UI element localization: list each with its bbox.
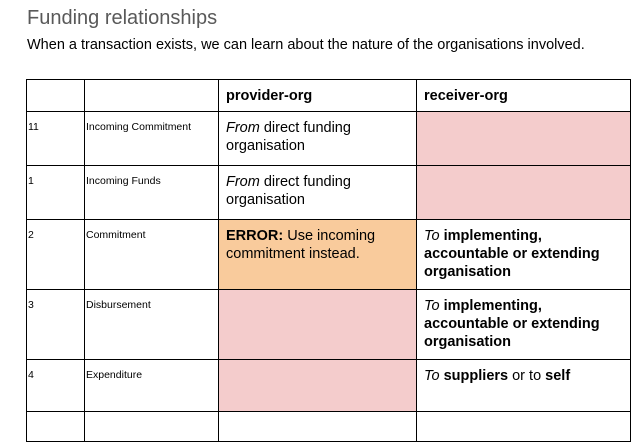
provider-note: From direct funding organisation [226,120,351,154]
provider-cell: From direct funding organisation [218,111,417,166]
receiver-cell-empty [416,111,631,166]
receiver-cell: To implementing, accountable or extendin… [416,219,631,290]
header-provider-cell: provider-org [218,79,417,112]
table-row: 4 Expenditure To suppliers or to self [26,359,631,412]
header-code-cell [26,79,85,112]
intro-text: When a transaction exists, we can learn … [27,37,585,53]
provider-cell: From direct funding organisation [218,165,417,220]
transaction-code: 1 [28,175,34,187]
receiver-cell-empty [416,165,631,220]
receiver-cell: To implementing, accountable or extendin… [416,289,631,360]
receiver-note: To implementing, accountable or extendin… [424,228,600,280]
table-row: 11 Incoming Commitment From direct fundi… [26,111,631,166]
provider-note: From direct funding organisation [226,174,351,208]
transaction-code: 2 [28,229,34,241]
receiver-cell: To suppliers or to self [416,359,631,412]
receiver-note: To suppliers or to self [424,368,571,384]
transaction-type: Incoming Funds [86,175,161,187]
provider-cell-empty [218,359,417,412]
receiver-note: To implementing, accountable or extendin… [424,298,600,350]
transaction-type: Expenditure [86,369,143,381]
transaction-type: Commitment [86,229,146,241]
table-row: 1 Incoming Funds From direct funding org… [26,165,631,220]
error-note: ERROR: Use incoming commitment instead. [226,228,376,262]
funding-table: provider-org receiver-org 11 Incoming Co… [26,79,631,442]
provider-org-header: provider-org [226,88,313,104]
transaction-code: 11 [28,121,39,133]
table-row: 2 Commitment ERROR: Use incoming commitm… [26,219,631,290]
header-name-cell [84,79,219,112]
transaction-type: Disbursement [86,299,151,311]
table-row: 3 Disbursement To implementing, accounta… [26,289,631,360]
table-header-row: provider-org receiver-org [26,79,631,112]
receiver-org-header: receiver-org [424,88,508,104]
table-row [26,411,631,442]
transaction-code: 3 [28,299,34,311]
provider-cell-empty [218,289,417,360]
header-receiver-cell: receiver-org [416,79,631,112]
transaction-type: Incoming Commitment [86,121,192,133]
transaction-code: 4 [28,369,34,381]
page-title: Funding relationships [27,7,218,29]
provider-cell-error: ERROR: Use incoming commitment instead. [218,219,417,290]
